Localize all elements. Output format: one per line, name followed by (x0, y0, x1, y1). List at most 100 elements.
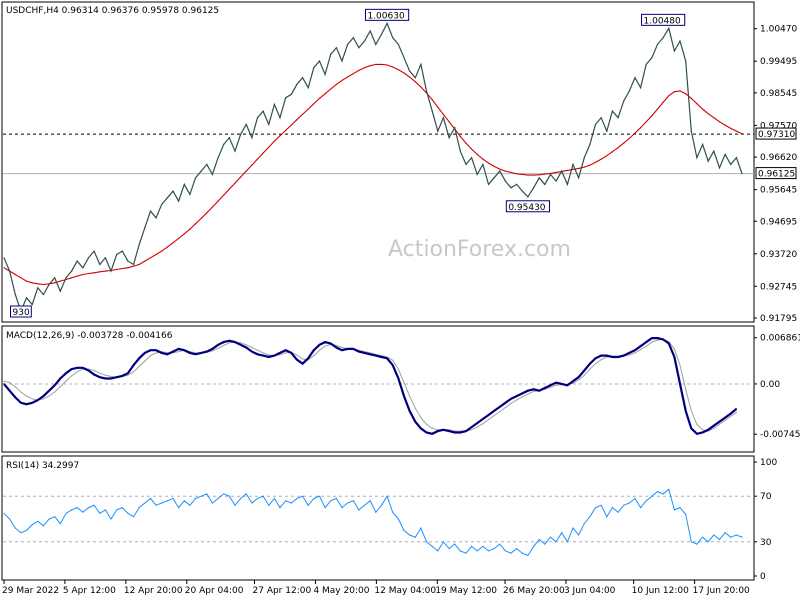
macd-main-point (149, 349, 152, 351)
macd-signal-point (240, 342, 242, 344)
price-point (307, 87, 309, 89)
price-point (25, 297, 28, 299)
moving-average-point (668, 95, 670, 97)
rsi-point (178, 507, 180, 509)
moving-average-point (538, 174, 540, 176)
price-point (206, 163, 208, 165)
price-point (724, 153, 726, 155)
price-point (566, 183, 569, 185)
moving-average-point (206, 212, 208, 214)
macd-main-point (14, 396, 16, 398)
macd-main-point (662, 338, 664, 340)
moving-average-point (363, 67, 366, 69)
rsi-point (425, 541, 428, 543)
price-point (572, 163, 574, 165)
moving-average-point (76, 275, 78, 277)
macd-signal-point (578, 379, 580, 381)
rsi-point (640, 507, 642, 509)
rsi-point (403, 529, 405, 532)
moving-average-point (172, 242, 174, 244)
macd-signal-point (65, 380, 67, 382)
main-pane: ActionForex.com 1.00470 0.99495 0.98545 0.9… (1, 1, 797, 324)
price-point (54, 277, 56, 279)
macd-main-point (707, 429, 709, 431)
price-point (324, 73, 326, 75)
price-point (369, 30, 371, 32)
last-price-label: 0.96125 (755, 167, 797, 180)
rsi-point (31, 524, 33, 526)
price-point (685, 60, 687, 62)
rsi-point (161, 502, 163, 504)
macd-signal-point (313, 355, 315, 357)
rsi-point (538, 538, 540, 541)
rsi-point (454, 543, 456, 545)
moving-average-point (566, 169, 569, 171)
macd-main-point (352, 348, 354, 350)
moving-average-point (544, 173, 546, 175)
peak-label-text: 0.95430 (508, 203, 545, 213)
price-line (3, 21, 743, 313)
price-point (431, 110, 433, 112)
macd-main-point (718, 421, 721, 423)
macd-main-point (240, 344, 242, 346)
macd-main-point (600, 355, 602, 357)
main-y-tick-label: 0.98545 (760, 89, 797, 99)
rsi-y-axis: 100 70 30 0 (754, 458, 777, 582)
moving-average-point (600, 158, 602, 160)
macd-main-point (76, 367, 78, 369)
rsi-point (527, 554, 529, 557)
price-point (409, 70, 411, 72)
price-point (155, 217, 157, 219)
moving-average-point (352, 73, 354, 75)
rsi-point (3, 512, 5, 514)
moving-average-point (245, 170, 247, 172)
macd-signal-point (211, 350, 213, 352)
macd-main-point (256, 353, 259, 355)
macd-main-point (471, 426, 473, 428)
rsi-point (234, 504, 236, 506)
macd-main-point (3, 383, 5, 385)
rsi-point (628, 502, 630, 504)
price-point (668, 27, 670, 29)
macd-main-point (330, 342, 332, 345)
price-point (313, 67, 315, 69)
rsi-point (20, 532, 22, 534)
macd-main-point (594, 357, 597, 359)
moving-average-point (121, 267, 123, 270)
moving-average-point (487, 162, 490, 164)
rsi-point (335, 497, 337, 500)
moving-average-point (504, 170, 506, 172)
macd-main-point (273, 355, 275, 357)
price-point (702, 143, 704, 145)
macd-main-point (651, 337, 653, 339)
macd-signal-point (600, 359, 602, 361)
price-point (59, 290, 61, 292)
main-series-group (3, 21, 743, 313)
price-point (149, 210, 152, 212)
macd-signal-point (9, 382, 11, 384)
price-point (549, 173, 552, 175)
peak-label-box (10, 305, 32, 318)
rsi-point (380, 504, 383, 506)
moving-average-point (549, 172, 552, 174)
price-point (302, 77, 304, 79)
rsi-point (121, 507, 123, 509)
rsi-point (493, 548, 495, 550)
rsi-point (110, 518, 112, 520)
moving-average-point (409, 76, 411, 78)
rsi-point (318, 495, 321, 497)
price-point (183, 183, 185, 185)
price-point (679, 40, 681, 42)
macd-main-point (611, 356, 614, 358)
rsi-point (611, 507, 614, 509)
macd-main-point (634, 349, 636, 351)
moving-average-point (735, 130, 738, 132)
moving-average-point (194, 223, 197, 225)
macd-signal-point (471, 429, 473, 431)
macd-main-point (127, 372, 129, 374)
price-point (397, 43, 399, 46)
macd-main-point (544, 387, 546, 389)
macd-main-point (285, 349, 287, 351)
